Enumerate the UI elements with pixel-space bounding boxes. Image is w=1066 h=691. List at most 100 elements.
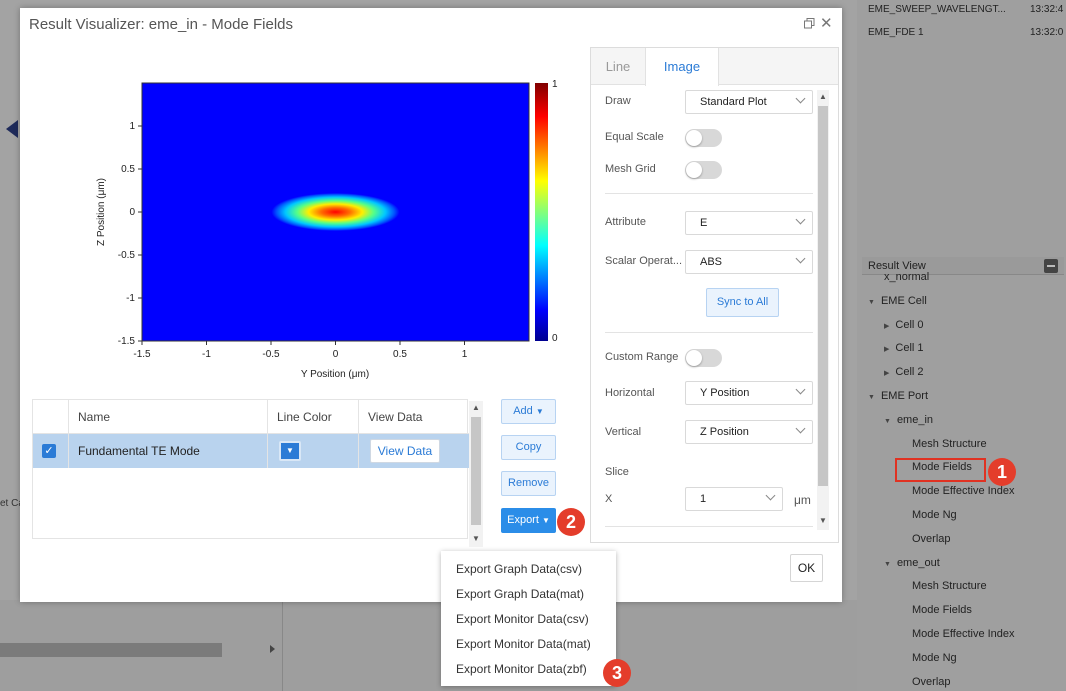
horizontal-select[interactable]: Y Position: [685, 381, 813, 405]
remove-button[interactable]: Remove: [501, 471, 556, 496]
tree-item[interactable]: ▼ eme_in: [884, 414, 933, 426]
export-button[interactable]: Export ▼: [501, 508, 556, 533]
menu-item-export-monitor-csv[interactable]: Export Monitor Data(csv): [456, 612, 589, 626]
scroll-right-arrow-icon[interactable]: [270, 645, 275, 653]
menu-item-export-graph-mat[interactable]: Export Graph Data(mat): [456, 587, 585, 601]
table-row[interactable]: ✓ Fundamental TE Mode ▼ View Data: [33, 434, 469, 468]
col-header-name: Name: [78, 410, 111, 424]
tree-item[interactable]: Mode Ng: [912, 509, 957, 521]
vertical-select[interactable]: Z Position: [685, 420, 813, 444]
x-tick-label: -0.5: [262, 349, 280, 360]
tree-item[interactable]: Mode Fields: [912, 461, 972, 473]
result-view-title: Result View: [868, 260, 926, 272]
chevron-down-icon: [795, 423, 806, 434]
chevron-down-icon: [795, 253, 806, 264]
scalar-operation-select[interactable]: ABS: [685, 250, 813, 274]
menu-item-export-monitor-zbf[interactable]: Export Monitor Data(zbf): [456, 662, 587, 676]
scroll-thumb[interactable]: [818, 106, 828, 486]
job-time: 13:32:4: [1030, 4, 1064, 15]
chevron-down-icon: [765, 490, 776, 501]
ok-button[interactable]: OK: [790, 554, 823, 582]
workspace-cut-text: et Ca: [0, 498, 24, 509]
y-tick-label: -1.5: [118, 336, 136, 347]
attribute-select[interactable]: E: [685, 211, 813, 235]
mesh-grid-toggle[interactable]: [685, 161, 722, 179]
add-button[interactable]: Add ▼: [501, 399, 556, 424]
vertical-label: Vertical: [605, 426, 642, 438]
tab-image[interactable]: Image: [645, 48, 719, 86]
tree-item-label: x_normal: [884, 271, 930, 283]
sync-to-all-button[interactable]: Sync to All: [706, 288, 779, 317]
dialog-title: Result Visualizer: eme_in - Mode Fields: [29, 16, 294, 33]
chevron-down-icon: [795, 384, 806, 395]
line-color-picker[interactable]: ▼: [279, 441, 301, 461]
custom-range-toggle[interactable]: [685, 349, 722, 367]
y-tick-label: 0.5: [121, 164, 135, 175]
caret-down-icon[interactable]: ▼: [884, 560, 891, 568]
copy-button[interactable]: Copy: [501, 435, 556, 460]
tree-item-label: Mode Fields: [912, 604, 972, 617]
draw-select[interactable]: Standard Plot: [685, 90, 813, 114]
colorbar: [535, 83, 548, 341]
caret-down-icon[interactable]: ▼: [884, 417, 891, 425]
tree-item[interactable]: ▼ EME Cell: [868, 295, 927, 307]
tab-line[interactable]: Line: [605, 59, 631, 74]
tree-item[interactable]: ▶ Cell 2: [884, 366, 924, 378]
caret-right-icon[interactable]: ▶: [884, 346, 890, 354]
tree-item[interactable]: Overlap: [912, 676, 951, 688]
mesh-grid-label: Mesh Grid: [605, 163, 656, 175]
menu-pointer: [520, 545, 534, 552]
menu-item-export-monitor-mat[interactable]: Export Monitor Data(mat): [456, 637, 591, 651]
job-row[interactable]: EME_FDE 1 13:32:0: [868, 27, 1066, 38]
tree-item[interactable]: Mode Effective Index: [912, 628, 1015, 640]
panel-scrollbar[interactable]: ▲ ▼: [817, 90, 829, 530]
x-tick-label: 0: [333, 349, 339, 360]
tree-item[interactable]: Mode Ng: [912, 652, 957, 664]
restore-window-icon[interactable]: [804, 18, 815, 29]
x-axis-label: Y Position (μm): [301, 369, 369, 380]
caret-right-icon[interactable]: ▶: [884, 370, 890, 378]
tree-item-label: eme_in: [896, 413, 934, 426]
x-tick-label: 1: [462, 349, 468, 360]
tree-item[interactable]: Overlap: [912, 533, 951, 545]
tree-item[interactable]: Mesh Structure: [912, 438, 987, 450]
menu-item-export-graph-csv[interactable]: Export Graph Data(csv): [456, 562, 583, 576]
collapse-panel-icon[interactable]: [1044, 259, 1058, 273]
slice-label: Slice: [605, 466, 629, 478]
horizontal-scrollbar[interactable]: [0, 643, 222, 657]
job-row[interactable]: EME_SWEEP_WAVELENGT... 13:32:4: [868, 4, 1066, 15]
scroll-thumb[interactable]: [471, 417, 481, 525]
scroll-up-icon[interactable]: ▲: [819, 92, 827, 101]
tree-item-label: Cell 0: [895, 318, 924, 331]
tree-item[interactable]: ▼ eme_out: [884, 557, 940, 569]
caret-down-icon[interactable]: ▼: [868, 394, 875, 401]
x-tick-label: -1: [202, 349, 211, 360]
pane-divider: [282, 600, 283, 691]
tree-item[interactable]: ▼ EME Port: [868, 390, 928, 402]
scroll-up-icon[interactable]: ▲: [472, 403, 480, 412]
tree-item-label: Cell 2: [895, 366, 924, 379]
step-badge-3: 3: [603, 659, 631, 687]
close-icon[interactable]: ✕: [820, 15, 833, 32]
result-view-header: [862, 257, 1064, 275]
table-header: Name Line Color View Data: [33, 400, 469, 434]
tree-item[interactable]: ▶ Cell 0: [884, 319, 924, 331]
attribute-label: Attribute: [605, 216, 646, 228]
row-checkbox[interactable]: ✓: [42, 444, 56, 458]
slice-x-select[interactable]: 1: [685, 487, 783, 511]
tree-item[interactable]: Mode Fields: [912, 604, 972, 616]
tree-item[interactable]: ▶ Cell 1: [884, 342, 924, 354]
table-scrollbar[interactable]: ▲ ▼: [469, 401, 483, 547]
scroll-down-icon[interactable]: ▼: [819, 516, 827, 525]
equal-scale-toggle[interactable]: [685, 129, 722, 147]
scroll-down-icon[interactable]: ▼: [472, 534, 480, 543]
tree-item[interactable]: x_normal: [884, 271, 929, 283]
tree-item[interactable]: Mode Effective Index: [912, 485, 1015, 497]
caret-down-icon[interactable]: ▼: [868, 298, 875, 306]
view-data-button[interactable]: View Data: [370, 439, 440, 463]
tree-item[interactable]: Mesh Structure: [912, 580, 987, 592]
horizontal-label: Horizontal: [605, 387, 655, 399]
equal-scale-label: Equal Scale: [605, 131, 664, 143]
divider: [605, 526, 813, 527]
caret-right-icon[interactable]: ▶: [884, 322, 890, 330]
